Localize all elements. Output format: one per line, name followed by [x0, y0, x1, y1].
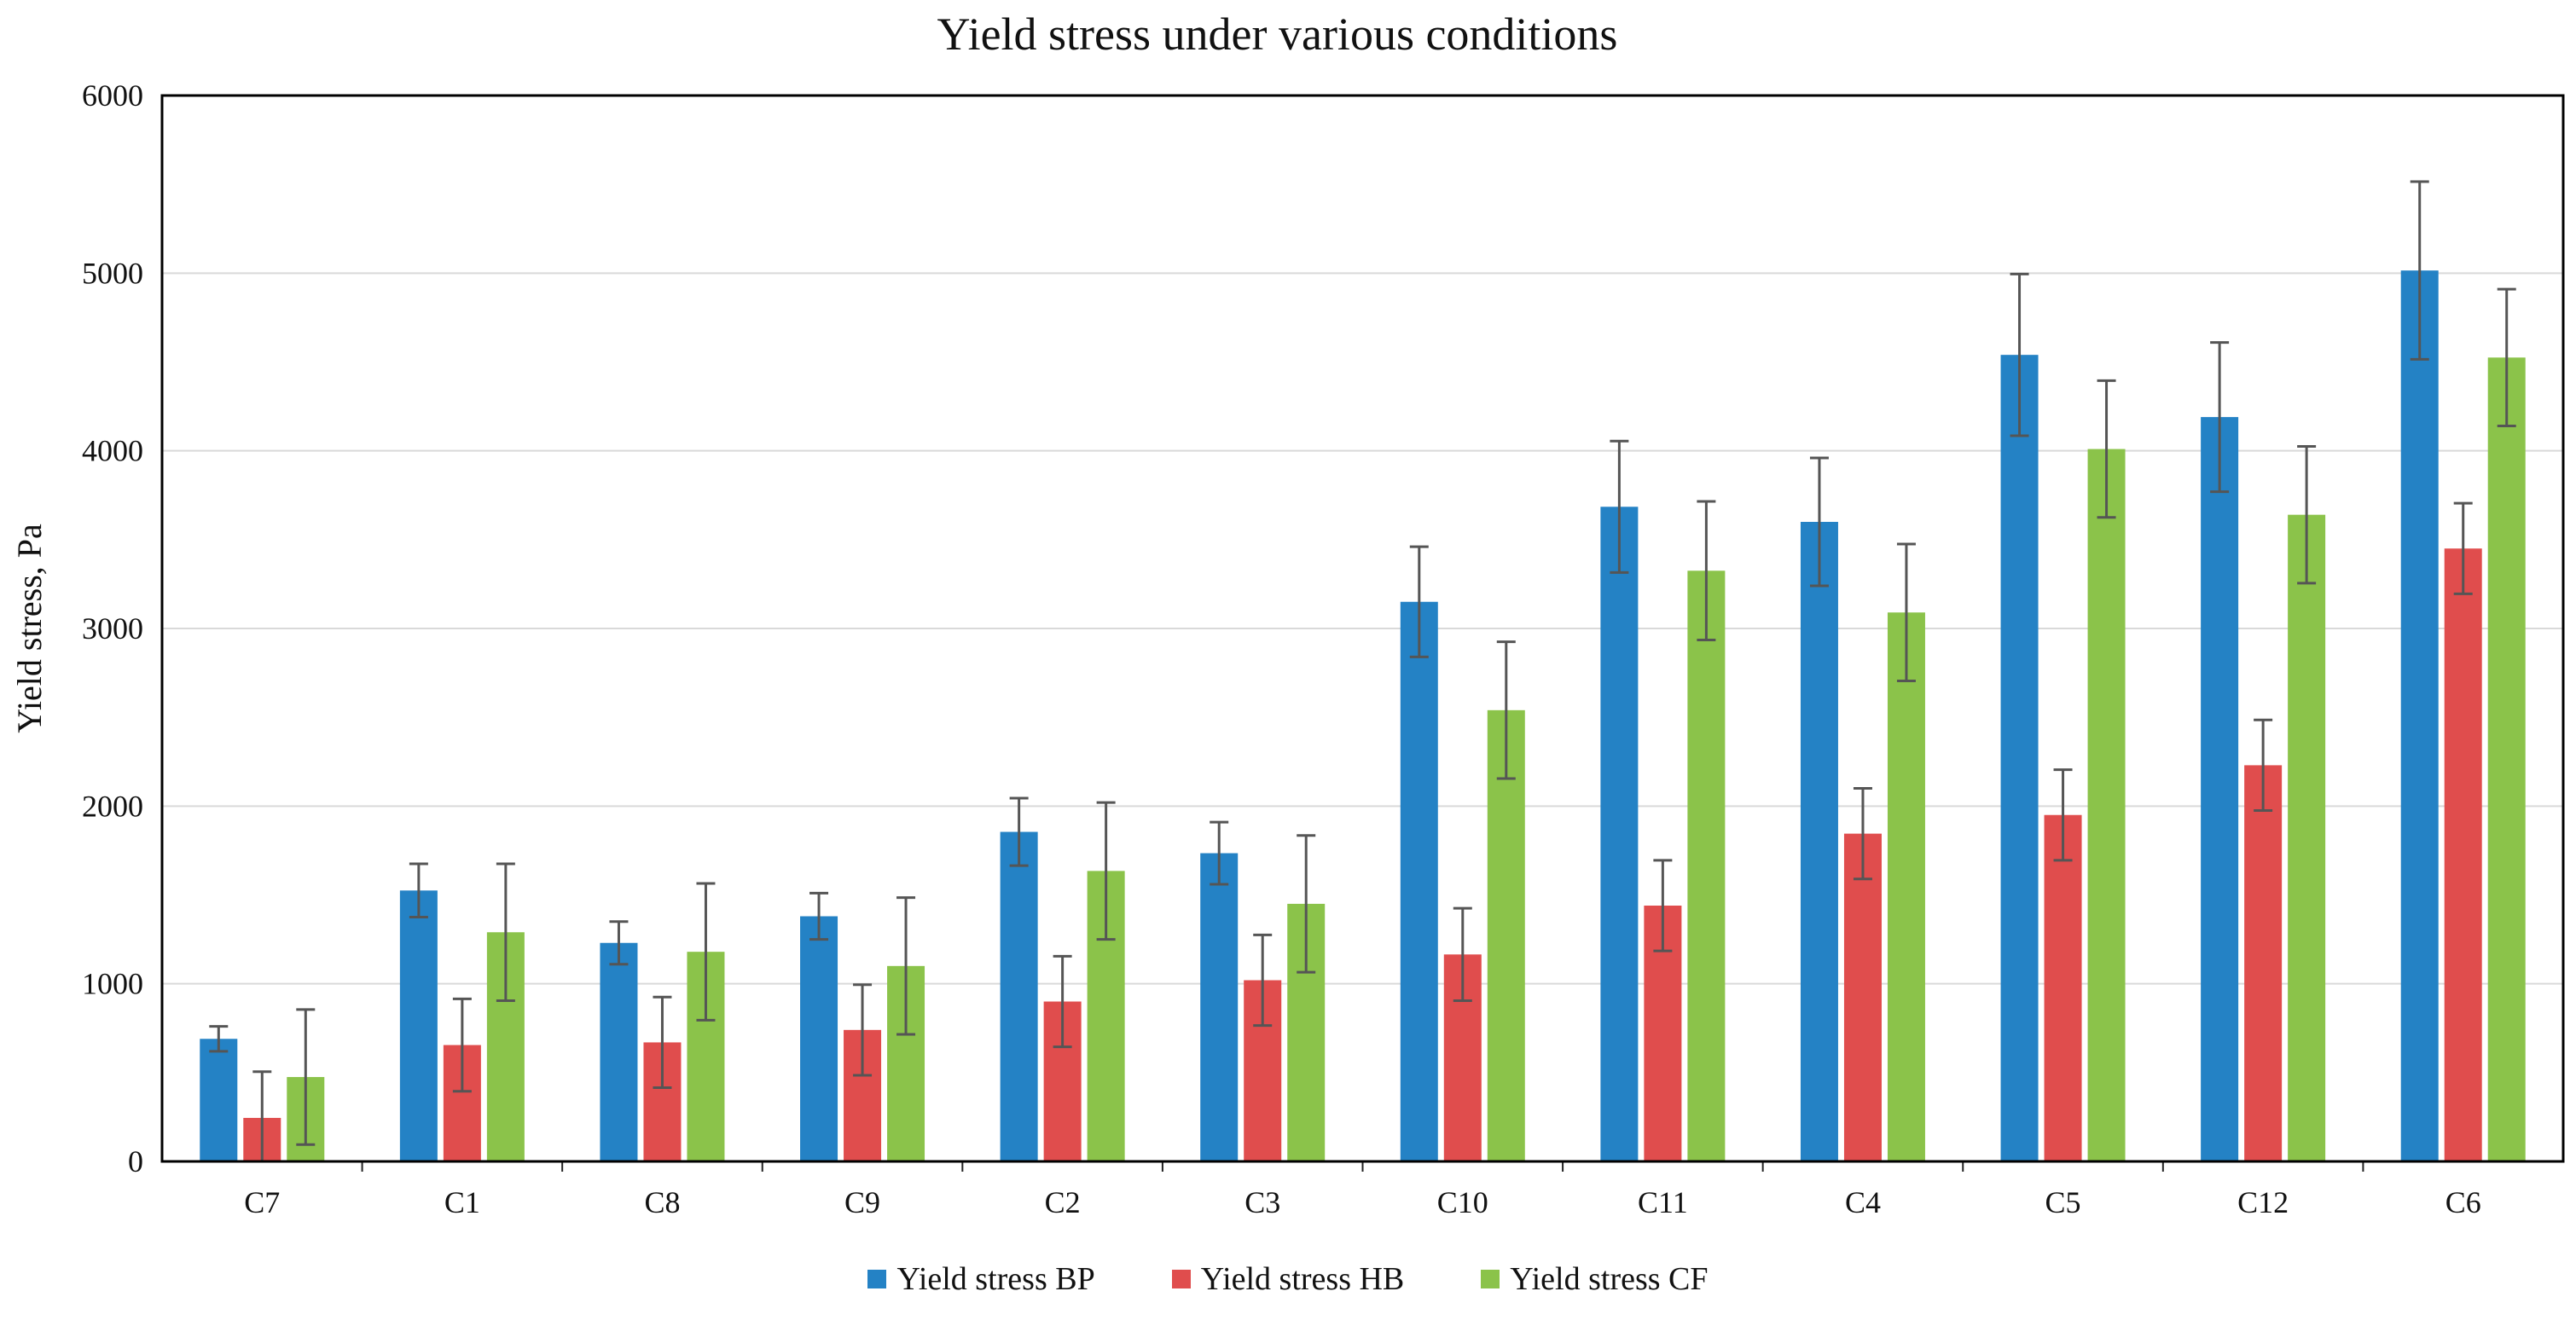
bar [1000, 831, 1038, 1161]
bar [200, 1039, 238, 1161]
legend-label-hb: Yield stress HB [1200, 1261, 1405, 1297]
plot-border [160, 94, 2565, 1163]
bar [800, 916, 838, 1161]
x-tick-label: C5 [2045, 1185, 2081, 1219]
bar [2444, 548, 2482, 1161]
legend-label-cf: Yield stress CF [1510, 1261, 1709, 1297]
bar [2244, 765, 2283, 1161]
bar [2400, 270, 2439, 1161]
bar [2044, 814, 2082, 1161]
legend-swatch-hb [1171, 1270, 1191, 1288]
legend: Yield stress BP Yield stress HB Yield st… [0, 1260, 2576, 1298]
bar [1487, 709, 1525, 1161]
bar [1687, 570, 1726, 1161]
legend-swatch-cf [1481, 1270, 1500, 1288]
bar [2487, 357, 2526, 1162]
legend-item-cf: Yield stress CF [1481, 1260, 1709, 1298]
y-tick-label: 6000 [82, 78, 143, 113]
bar [1200, 853, 1239, 1161]
x-tick-label: C4 [1845, 1185, 1881, 1219]
bar [2288, 514, 2326, 1161]
x-tick-label: C8 [644, 1185, 680, 1219]
bar [2201, 417, 2239, 1161]
x-tick-label: C9 [844, 1185, 880, 1219]
y-axis-label: Yield stress, Pa [10, 524, 49, 733]
y-tick-label: 4000 [82, 434, 143, 468]
bar [1887, 612, 1925, 1161]
x-tick-label: C10 [1437, 1185, 1488, 1219]
x-tick-label: C12 [2237, 1185, 2289, 1219]
x-tick-label: C11 [1638, 1185, 1688, 1219]
bar [1400, 601, 1438, 1161]
bar [1843, 833, 1882, 1161]
bar [2087, 449, 2126, 1161]
y-tick-label: 1000 [82, 967, 143, 1001]
x-tick-label: C3 [1244, 1185, 1280, 1219]
x-tick-label: C7 [244, 1185, 280, 1219]
bar [399, 890, 438, 1161]
bar [600, 942, 638, 1161]
legend-label-bp: Yield stress BP [896, 1261, 1095, 1297]
y-tick-label: 5000 [82, 256, 143, 290]
x-tick-label: C1 [444, 1185, 480, 1219]
y-tick-label: 2000 [82, 789, 143, 823]
y-tick-label: 0 [128, 1144, 143, 1178]
legend-swatch-bp [867, 1270, 887, 1288]
x-tick-label: C2 [1045, 1185, 1081, 1219]
y-tick-label: 3000 [82, 611, 143, 646]
legend-item-bp: Yield stress BP [867, 1260, 1095, 1298]
legend-item-hb: Yield stress HB [1171, 1260, 1405, 1298]
x-tick-label: C6 [2445, 1185, 2481, 1219]
chart-title: Yield stress under various conditions [937, 9, 1618, 60]
bar [2000, 355, 2039, 1162]
bar [1800, 522, 1838, 1161]
bar [1600, 507, 1639, 1161]
